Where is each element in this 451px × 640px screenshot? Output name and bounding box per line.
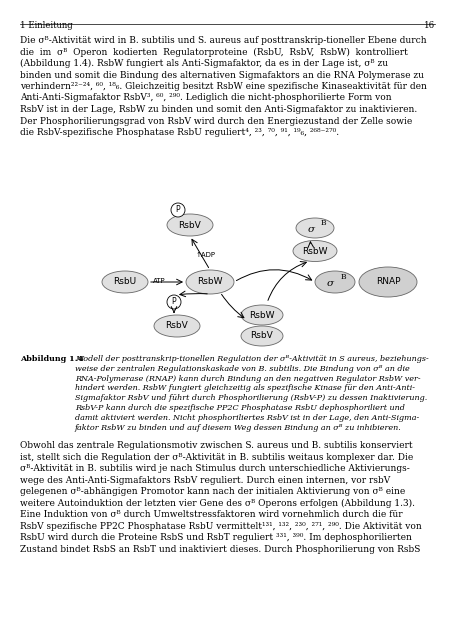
Text: Eine Induktion von σᴮ durch Umweltstressfaktoren wird vornehmlich durch die für: Eine Induktion von σᴮ durch Umweltstress… <box>20 511 402 520</box>
Text: P: P <box>175 205 180 214</box>
Text: faktor RsbW zu binden und auf diesem Weg dessen Bindung an σᴮ zu inhibieren.: faktor RsbW zu binden und auf diesem Weg… <box>75 424 401 431</box>
Text: weitere Autoinduktion der letzten vier Gene des σᴮ Operons erfolgen (Abbildung 1: weitere Autoinduktion der letzten vier G… <box>20 499 414 508</box>
Text: die  im  σᴮ  Operon  kodierten  Regulatorproteine  (RsbU,  RsbV,  RsbW)  kontrol: die im σᴮ Operon kodierten Regulatorprot… <box>20 47 407 56</box>
Text: P: P <box>171 298 176 307</box>
Text: Die σᴮ-Aktivität wird in B. subtilis und S. aureus auf posttranskrip-tioneller E: Die σᴮ-Aktivität wird in B. subtilis und… <box>20 36 426 45</box>
Text: ↑ADP: ↑ADP <box>196 252 216 258</box>
Text: ist, stellt sich die Regulation der σᴮ-Aktivität in B. subtilis weitaus komplexe: ist, stellt sich die Regulation der σᴮ-A… <box>20 453 412 462</box>
Text: binden und somit die Bindung des alternativen Sigmafaktors an die RNA Polymerase: binden und somit die Bindung des alterna… <box>20 70 423 79</box>
Text: hindert werden. RsbW fungiert gleichzeitig als spezifische Kinase für den Anti-A: hindert werden. RsbW fungiert gleichzeit… <box>75 385 414 392</box>
Circle shape <box>170 203 184 217</box>
Ellipse shape <box>314 271 354 293</box>
Text: RsbW: RsbW <box>197 278 222 287</box>
Text: σᴮ-Aktivität in B. subtilis wird je nach Stimulus durch unterschiedliche Aktivie: σᴮ-Aktivität in B. subtilis wird je nach… <box>20 465 409 474</box>
Text: RsbV: RsbV <box>165 321 188 330</box>
Text: weise der zentralen Regulationskaskade von B. subtilis. Die Bindung von σᴮ an di: weise der zentralen Regulationskaskade v… <box>75 365 409 372</box>
Text: B: B <box>319 219 325 227</box>
Text: RsbW: RsbW <box>302 246 327 255</box>
Ellipse shape <box>240 326 282 346</box>
Text: die RsbV-spezifische Phosphatase RsbU reguliert⁴, ²³, ⁷⁰, ⁹¹, ¹⁹₆, ²⁶⁸⁻²⁷⁰.: die RsbV-spezifische Phosphatase RsbU re… <box>20 128 338 137</box>
Ellipse shape <box>295 218 333 238</box>
Text: RsbV: RsbV <box>250 332 273 340</box>
Text: RsbU: RsbU <box>113 278 136 287</box>
Circle shape <box>166 295 180 309</box>
Ellipse shape <box>154 315 199 337</box>
Text: verhindern²²⁻²⁴, ⁶⁰, ¹⁸₆. Gleichzeitig besitzt RsbW eine spezifische Kinaseaktiv: verhindern²²⁻²⁴, ⁶⁰, ¹⁸₆. Gleichzeitig b… <box>20 82 426 91</box>
Text: RNAP: RNAP <box>375 278 400 287</box>
Text: gelegenen σᴮ-abhängigen Promotor kann nach der initialen Aktivierung von σᴮ eine: gelegenen σᴮ-abhängigen Promotor kann na… <box>20 488 405 497</box>
Ellipse shape <box>166 214 212 236</box>
Text: Modell der posttranskrip-tionellen Regulation der σᴮ-Aktivität in S aureus, bezi: Modell der posttranskrip-tionellen Regul… <box>75 355 428 363</box>
Text: Obwohl das zentrale Regulationsmotiv zwischen S. aureus und B. subtilis konservi: Obwohl das zentrale Regulationsmotiv zwi… <box>20 442 412 451</box>
Ellipse shape <box>358 267 416 297</box>
Ellipse shape <box>292 241 336 262</box>
Text: (Abbildung 1.4). RsbW fungiert als Anti-Sigmafaktor, da es in der Lage ist, σᴮ z: (Abbildung 1.4). RsbW fungiert als Anti-… <box>20 59 387 68</box>
Text: wege des Anti-Anti-Sigmafaktors RsbV reguliert. Durch einen internen, vor rsbV: wege des Anti-Anti-Sigmafaktors RsbV reg… <box>20 476 389 485</box>
Text: RsbV-P kann durch die spezifische PP2C Phosphatase RsbU dephosphoriliert und: RsbV-P kann durch die spezifische PP2C P… <box>75 404 404 412</box>
Text: damit aktiviert werden. Nicht phosphoriliertes RsbV ist in der Lage, den Anti-Si: damit aktiviert werden. Nicht phosphoril… <box>75 414 419 422</box>
Text: σ: σ <box>307 225 314 234</box>
Text: RsbU wird durch die Proteine RsbS und RsbT reguliert ³³¹, ³⁹⁰. Im dephosphorilie: RsbU wird durch die Proteine RsbS und Rs… <box>20 533 411 543</box>
Text: RNA-Polymerase (RNAP) kann durch Bindung an den negativen Regulator RsbW ver-: RNA-Polymerase (RNAP) kann durch Bindung… <box>75 374 420 383</box>
Text: ATP: ATP <box>152 278 165 284</box>
Ellipse shape <box>102 271 147 293</box>
Text: σ: σ <box>326 278 333 287</box>
Text: RsbV ist in der Lage, RsbW zu binden und somit den Anti-Sigmafaktor zu inaktivie: RsbV ist in der Lage, RsbW zu binden und… <box>20 105 416 114</box>
Text: Abbildung 1.4: Abbildung 1.4 <box>20 355 83 363</box>
Text: Anti-Anti-Sigmafaktor RsbV³, ⁶⁰, ²⁹⁰. Lediglich die nicht-phosphorilierte Form v: Anti-Anti-Sigmafaktor RsbV³, ⁶⁰, ²⁹⁰. Le… <box>20 93 391 102</box>
Text: Der Phosphorilierungsgrad von RsbV wird durch den Energiezustand der Zelle sowie: Der Phosphorilierungsgrad von RsbV wird … <box>20 116 411 125</box>
Text: Sigmafaktor RsbV und führt durch Phosphorilierung (RsbV-P) zu dessen Inaktivieru: Sigmafaktor RsbV und führt durch Phospho… <box>75 394 426 402</box>
Text: Zustand bindet RsbS an RsbT und inaktiviert dieses. Durch Phosphorilierung von R: Zustand bindet RsbS an RsbT und inaktivi… <box>20 545 419 554</box>
Ellipse shape <box>186 270 234 294</box>
Text: B: B <box>340 273 345 281</box>
Ellipse shape <box>240 305 282 325</box>
Text: RsbW: RsbW <box>249 310 274 319</box>
Text: 16: 16 <box>423 21 434 30</box>
Text: 1 Einleitung: 1 Einleitung <box>20 21 73 30</box>
Text: RsbV: RsbV <box>178 221 201 230</box>
Text: RsbV spezifische PP2C Phosphatase RsbU vermittelt¹³¹, ¹³², ²³⁰, ²⁷¹, ²⁹⁰. Die Ak: RsbV spezifische PP2C Phosphatase RsbU v… <box>20 522 421 531</box>
